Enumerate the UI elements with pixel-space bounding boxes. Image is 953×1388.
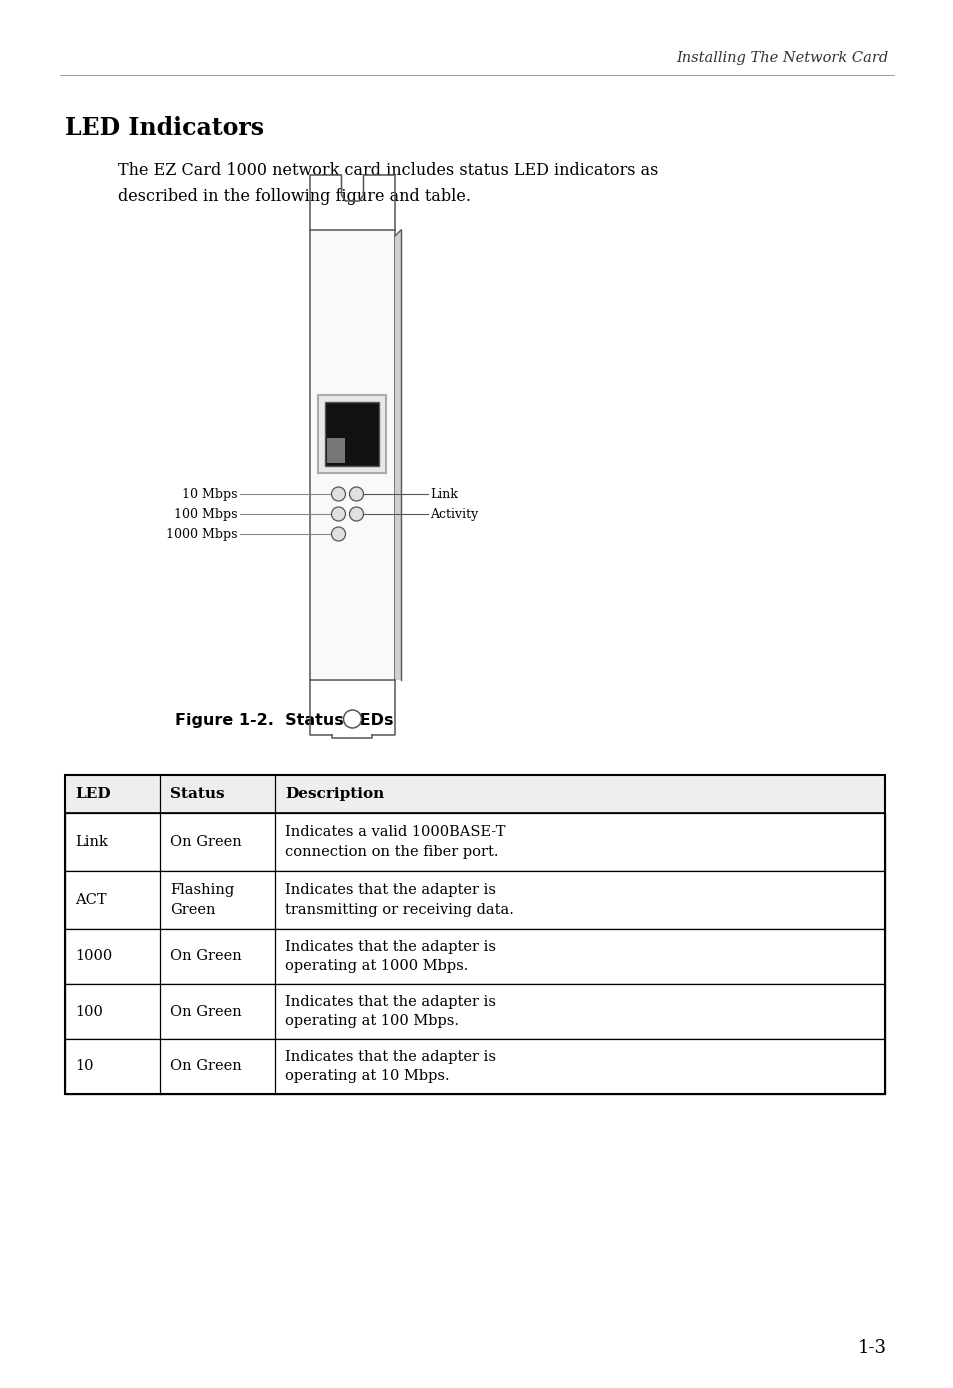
Text: 1-3: 1-3 (857, 1339, 886, 1357)
Text: Link: Link (430, 487, 457, 501)
Bar (65, 872, 884, 929)
Circle shape (331, 527, 345, 541)
Circle shape (331, 487, 345, 501)
Bar (65, 1040, 884, 1094)
Circle shape (349, 487, 363, 501)
Bar (65, 775, 884, 1094)
Text: ACT: ACT (75, 892, 107, 906)
Text: On Green: On Green (170, 949, 241, 963)
Bar (327, 439, 345, 464)
Text: LED Indicators: LED Indicators (65, 117, 264, 140)
Bar (325, 403, 379, 466)
Text: Activity: Activity (430, 508, 477, 520)
Text: Indicates a valid 1000BASE-T
connection on the fiber port.: Indicates a valid 1000BASE-T connection … (285, 826, 505, 859)
Text: Description: Description (285, 787, 384, 801)
Text: Indicates that the adapter is
operating at 100 Mbps.: Indicates that the adapter is operating … (285, 995, 496, 1029)
Bar (65, 929, 884, 984)
Circle shape (331, 507, 345, 520)
Text: Status: Status (170, 787, 224, 801)
Text: Indicates that the adapter is
transmitting or receiving data.: Indicates that the adapter is transmitti… (285, 883, 514, 916)
Text: The EZ Card 1000 network card includes status LED indicators as: The EZ Card 1000 network card includes s… (118, 161, 658, 179)
Text: Indicates that the adapter is
operating at 1000 Mbps.: Indicates that the adapter is operating … (285, 940, 496, 973)
Text: described in the following figure and table.: described in the following figure and ta… (118, 187, 471, 204)
Text: On Green: On Green (170, 836, 241, 849)
Circle shape (343, 711, 361, 727)
Text: Figure 1-2.  Status LEDs: Figure 1-2. Status LEDs (174, 712, 393, 727)
Bar (65, 813, 884, 872)
Bar (310, 230, 395, 680)
Text: 10: 10 (75, 1059, 93, 1073)
Text: On Green: On Green (170, 1059, 241, 1073)
Text: Flashing
Green: Flashing Green (170, 883, 234, 916)
Text: 10 Mbps: 10 Mbps (182, 487, 237, 501)
Polygon shape (395, 230, 400, 680)
Bar (65, 775, 884, 813)
Text: 100: 100 (75, 1005, 103, 1019)
Text: 1000: 1000 (75, 949, 112, 963)
Bar (318, 396, 386, 473)
Text: Installing The Network Card: Installing The Network Card (675, 51, 887, 65)
Text: 1000 Mbps: 1000 Mbps (167, 527, 237, 540)
Circle shape (349, 507, 363, 520)
Bar (65, 984, 884, 1040)
Text: On Green: On Green (170, 1005, 241, 1019)
Text: Link: Link (75, 836, 108, 849)
Text: LED: LED (75, 787, 111, 801)
Text: 100 Mbps: 100 Mbps (174, 508, 237, 520)
Text: Indicates that the adapter is
operating at 10 Mbps.: Indicates that the adapter is operating … (285, 1049, 496, 1083)
